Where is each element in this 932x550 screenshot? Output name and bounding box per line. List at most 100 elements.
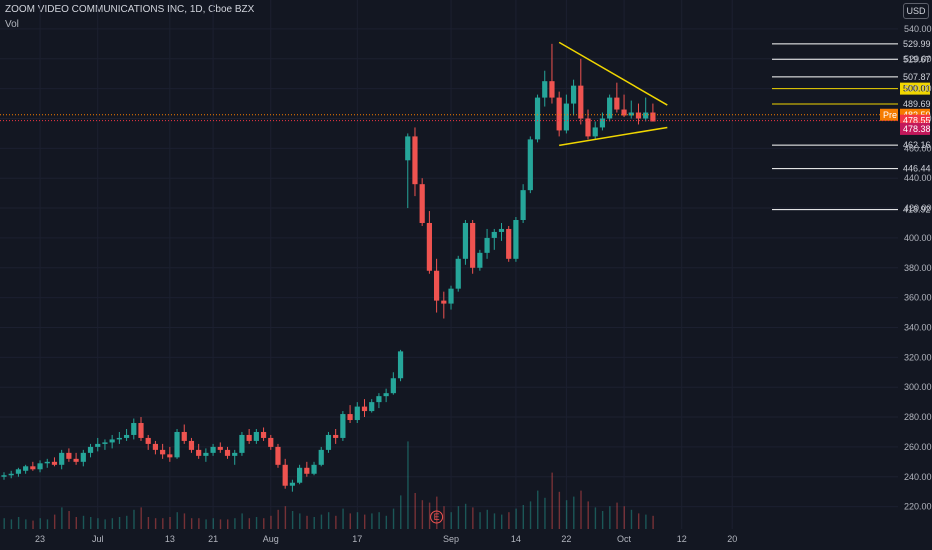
candle-body	[491, 231, 497, 238]
y-tick-label: 540.00	[904, 24, 932, 34]
volume-bar	[198, 518, 200, 529]
candle-body	[51, 461, 58, 465]
candle-body	[369, 402, 375, 412]
candle-body	[253, 431, 259, 441]
candle-body	[66, 452, 72, 459]
x-tick-label: Oct	[617, 534, 632, 544]
x-tick-label: Aug	[263, 534, 279, 544]
trendlines	[558, 41, 668, 147]
price-level-label: 529.99	[903, 39, 931, 49]
volume-bar	[313, 517, 315, 529]
y-tick-label: 380.00	[904, 263, 932, 273]
volume-bar	[601, 511, 604, 529]
candle-body	[30, 466, 36, 470]
y-tick-label: 280.00	[904, 412, 932, 422]
volume-bar	[609, 506, 611, 529]
last-price-label: 478.38	[903, 124, 931, 134]
volume-bar	[637, 513, 640, 529]
grid	[0, 0, 898, 529]
y-tick-label: 240.00	[904, 472, 932, 482]
volume-bar	[68, 511, 70, 529]
candle-body	[311, 464, 317, 474]
candle-body	[297, 467, 303, 483]
candle-body	[160, 449, 166, 455]
candle-body	[556, 97, 562, 131]
x-tick-label: 22	[561, 534, 571, 544]
volume-bar	[234, 518, 236, 529]
volume-bar	[176, 512, 178, 529]
price-axis[interactable]: 220.00 240.00 260.00 280.00 300.00 320.00 340.…	[904, 24, 932, 512]
price-level-badge	[900, 98, 930, 111]
candle-body	[188, 440, 195, 450]
candle-body	[570, 85, 577, 104]
x-tick-label: 21	[208, 534, 218, 544]
price-level-label: 507.87	[903, 72, 931, 82]
candle-body	[318, 449, 324, 465]
volume-bar	[537, 490, 539, 529]
candle-body	[635, 112, 642, 119]
volume-bar	[219, 519, 222, 529]
volume-bar	[652, 515, 654, 529]
volume-bar	[140, 507, 142, 529]
y-tick-label: 460.00	[904, 143, 932, 153]
candle-body	[397, 351, 404, 379]
volume-bar	[90, 517, 92, 529]
candle-body	[59, 452, 65, 465]
candle-body	[354, 406, 360, 421]
volume-bar	[479, 512, 481, 529]
volume-bar	[111, 518, 114, 529]
candle-body	[455, 258, 461, 289]
volume-bar	[104, 519, 106, 529]
volume-bar	[392, 508, 395, 529]
volume-bar	[299, 513, 301, 529]
candle-body	[477, 252, 483, 268]
candle-body	[426, 222, 432, 271]
candle-body	[621, 109, 627, 116]
candle-body	[448, 288, 454, 304]
volume-bar	[169, 517, 171, 529]
chart-title: ZOOM VIDEO COMMUNICATIONS INC, 1D, Cboe …	[5, 4, 255, 15]
volume-bar	[342, 508, 344, 529]
volume-bar	[450, 512, 452, 529]
price-level-badge	[900, 70, 930, 83]
price-level-label: 446.44	[903, 164, 931, 174]
candle-body	[80, 452, 86, 462]
volume-bar	[335, 515, 337, 529]
y-tick-label: 260.00	[904, 442, 932, 452]
currency-button[interactable]: USD	[903, 3, 929, 19]
candle-body	[145, 437, 151, 444]
volume-bar	[594, 507, 597, 529]
volume-bar	[97, 518, 99, 529]
candle-body	[167, 454, 173, 458]
y-tick-label: 360.00	[904, 293, 932, 303]
volume-bar	[133, 509, 135, 529]
volume-bar	[284, 506, 287, 529]
candle-body	[650, 112, 656, 122]
candle-body	[8, 473, 14, 476]
candle-body	[549, 81, 555, 98]
price-level-label: 500.01	[903, 84, 931, 94]
time-axis[interactable]: 23 Jul 13 21 Aug 17 Sep 14 22 Oct 12 20	[35, 534, 737, 544]
price-level-badge	[900, 82, 930, 95]
candle-body	[116, 437, 122, 440]
candle-body	[340, 414, 346, 438]
candle-body	[506, 228, 512, 259]
x-tick-label: 12	[677, 534, 687, 544]
candle-body	[441, 300, 447, 304]
volume-bar	[472, 507, 474, 529]
candle-body	[152, 443, 159, 450]
price-level-badge	[900, 139, 930, 152]
volume-bar	[270, 515, 272, 529]
candle-body	[210, 446, 216, 453]
candle-body	[268, 437, 274, 447]
earnings-marker	[430, 510, 444, 524]
candle-body	[643, 112, 649, 119]
candle-body	[87, 446, 94, 453]
candle-body	[246, 434, 252, 441]
pre-badge-label: Pre	[883, 110, 897, 120]
candle-body	[217, 446, 223, 450]
candle-body	[578, 85, 584, 119]
candle-body	[203, 452, 209, 456]
candle-body	[275, 446, 281, 465]
